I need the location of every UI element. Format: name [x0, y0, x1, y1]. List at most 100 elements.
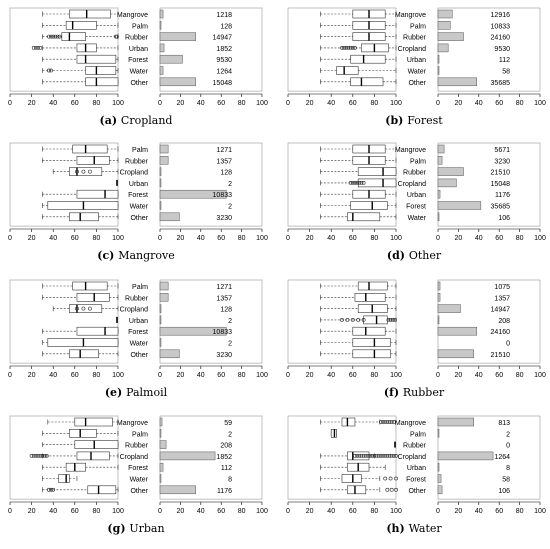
- bar-x-tick-label: 80: [238, 235, 246, 242]
- outlier-point: [357, 181, 362, 185]
- panel-rubber: 1075 1357 14947 208 24160 0 21510 0 20 40 60 80 100 0…: [286, 279, 546, 399]
- count-label: 2: [228, 341, 232, 348]
- outlier-point: [389, 487, 394, 492]
- box: [357, 167, 397, 176]
- box-x-tick-label: 80: [371, 372, 379, 379]
- box-x-tick-label: 100: [390, 235, 402, 242]
- bar: [437, 293, 441, 302]
- bar: [159, 429, 162, 438]
- bar-x-tick-label: 100: [534, 508, 546, 515]
- outlier-point: [370, 454, 375, 458]
- count-label: 2: [228, 318, 232, 325]
- count-label: 3230: [216, 352, 232, 359]
- panel-caption: (a) Cropland: [100, 114, 173, 127]
- box-frame: [9, 279, 119, 364]
- box-x-tick-label: 40: [327, 235, 335, 242]
- category-label: Water: [408, 215, 427, 222]
- bar-x-tick-label: 80: [516, 508, 524, 515]
- bar: [159, 315, 162, 325]
- category-label: Urban: [129, 318, 148, 325]
- box-x-tick-label: 80: [93, 235, 101, 242]
- category-label: Mangrove: [117, 420, 148, 427]
- outlier-point: [376, 454, 381, 458]
- outlier-point: [350, 181, 355, 185]
- count-label: 106: [498, 215, 510, 222]
- bar: [159, 43, 165, 53]
- box: [350, 54, 386, 64]
- count-label: 0: [506, 341, 510, 348]
- outlier-point: [387, 454, 392, 458]
- count-label: 128: [220, 307, 232, 314]
- outlier-point: [46, 34, 51, 39]
- box: [350, 77, 384, 87]
- bar: [159, 144, 169, 154]
- category-label: Cropland: [398, 181, 427, 188]
- count-label: 21510: [491, 170, 511, 177]
- box-x-tick-label: 0: [8, 372, 12, 379]
- outlier-point: [34, 454, 38, 458]
- bar: [159, 201, 162, 210]
- outlier-point: [350, 318, 355, 322]
- bar: [437, 43, 449, 53]
- box: [72, 281, 108, 291]
- count-label: 2: [228, 431, 232, 438]
- panel-forest: Mangrove 12916 Palm 10833 Rubber 24160 Croplan…: [286, 7, 546, 127]
- box-frame: [9, 142, 119, 227]
- box: [72, 144, 108, 154]
- outlier-point: [361, 181, 366, 185]
- box: [76, 54, 117, 64]
- box-x-tick-label: 20: [306, 100, 314, 107]
- count-label: 128: [220, 23, 232, 30]
- box: [354, 292, 386, 302]
- category-label: Mangrove: [395, 420, 426, 427]
- outlier-point: [46, 68, 51, 73]
- box: [69, 212, 99, 222]
- box-x-tick-label: 40: [49, 235, 57, 242]
- outlier-point: [378, 454, 383, 458]
- box-x-tick-label: 100: [390, 100, 402, 107]
- caption-label: (g): [107, 522, 129, 535]
- bar-x-tick-label: 20: [177, 508, 185, 515]
- bar: [159, 440, 167, 449]
- bar: [437, 349, 474, 359]
- bar-x-tick-label: 100: [256, 235, 268, 242]
- bar-x-tick-label: 0: [158, 235, 162, 242]
- outlier-point: [363, 454, 368, 458]
- caption-label: (h): [386, 522, 408, 535]
- category-label: Mangrove: [395, 12, 426, 19]
- outlier-point: [385, 420, 390, 424]
- category-label: Rubber: [125, 295, 149, 302]
- bar-x-tick-label: 0: [436, 235, 440, 242]
- outlier-point: [348, 46, 353, 50]
- outlier-point: [383, 420, 388, 424]
- box-x-tick-label: 0: [8, 235, 12, 242]
- bar: [159, 474, 162, 483]
- outlier-point: [385, 454, 390, 458]
- outlier-point: [49, 487, 53, 492]
- outlier-point: [353, 181, 357, 185]
- bar: [159, 178, 162, 188]
- category-label: Palm: [410, 431, 426, 438]
- category-label: Cropland: [120, 307, 149, 314]
- box-x-tick-label: 60: [71, 235, 79, 242]
- bar-x-tick-label: 100: [534, 235, 546, 242]
- bar: [159, 417, 163, 427]
- outlier-point: [75, 169, 79, 174]
- count-label: 0: [506, 443, 510, 450]
- outlier-point: [88, 306, 92, 311]
- category-label: Palm: [132, 431, 148, 438]
- category-label: Urban: [407, 465, 426, 472]
- box-x-tick-label: 40: [49, 100, 57, 107]
- count-label: 1357: [494, 295, 510, 302]
- outlier-point: [29, 454, 34, 458]
- count-label: 21510: [491, 352, 511, 359]
- box-x-tick-label: 20: [28, 372, 36, 379]
- outlier-point: [345, 318, 350, 322]
- box-x-tick-label: 60: [349, 235, 357, 242]
- bar-x-tick-label: 60: [495, 235, 503, 242]
- count-label: 35685: [491, 80, 511, 87]
- box-x-tick-label: 100: [112, 372, 124, 379]
- count-label: 112: [499, 57, 510, 64]
- box-x-tick-label: 60: [349, 372, 357, 379]
- bar-x-tick-label: 80: [516, 100, 524, 107]
